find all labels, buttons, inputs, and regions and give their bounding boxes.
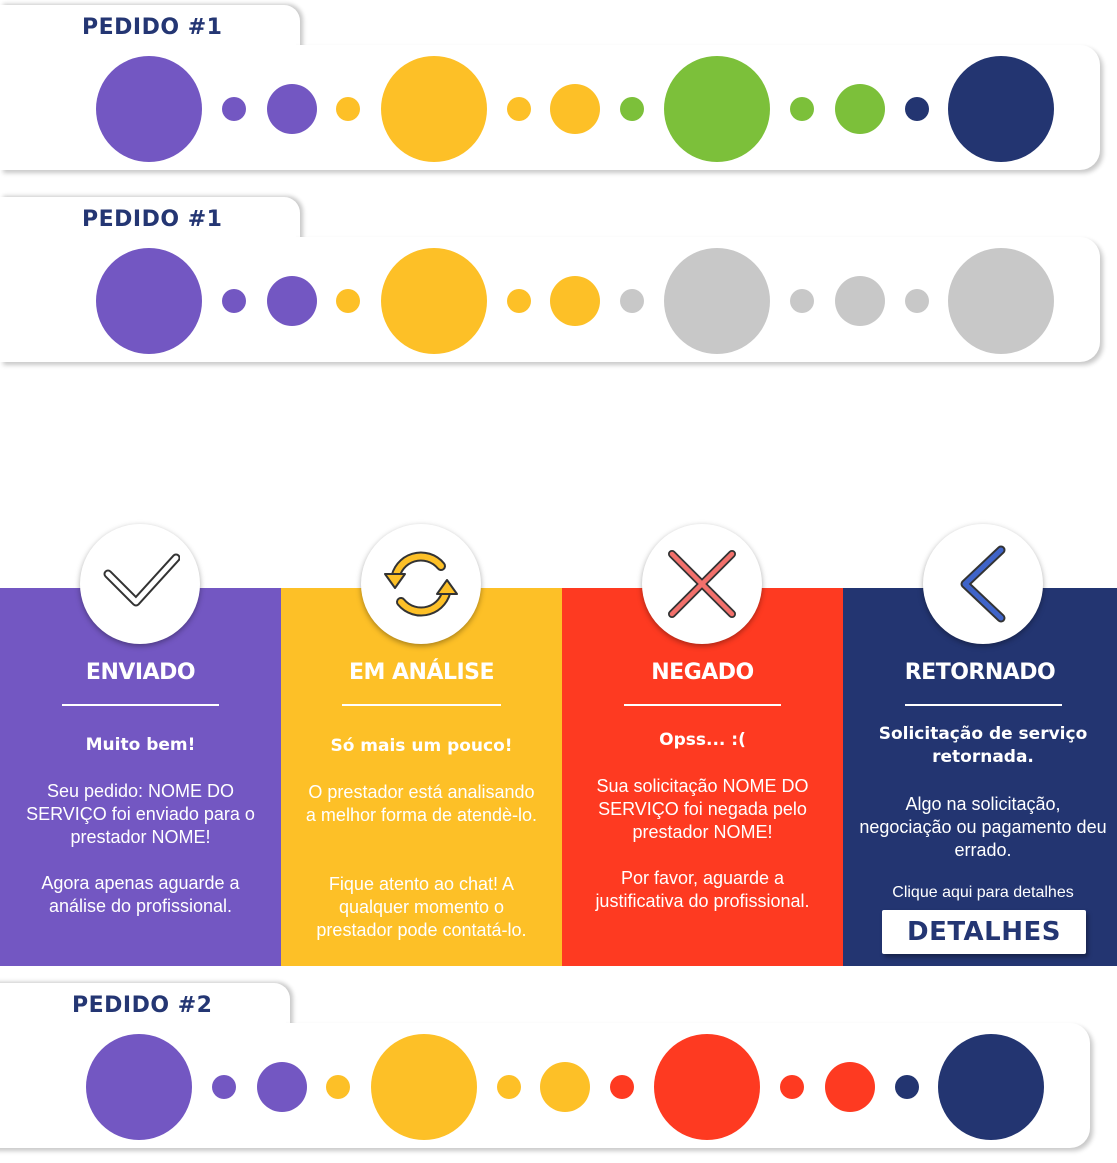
status-text-secondary: Por favor, aguarde a justificativa do pr… xyxy=(595,868,810,911)
close-icon xyxy=(668,550,736,618)
status-panel-retornado: RETORNADO Solicitação de serviço retorna… xyxy=(843,524,1117,966)
title-divider xyxy=(342,704,501,706)
progress-dot-small xyxy=(905,97,929,121)
progress-track xyxy=(0,5,1117,185)
progress-dot-medium xyxy=(835,84,885,134)
progress-dot-big xyxy=(948,56,1054,162)
status-title: ENVIADO xyxy=(85,660,196,685)
status-text-secondary: Fique atento ao chat! A qualquer momento… xyxy=(316,874,527,940)
order-card-3: PEDIDO #2 xyxy=(0,983,1107,1163)
title-divider xyxy=(62,704,219,706)
check-icon xyxy=(103,553,180,607)
progress-dot-small xyxy=(507,97,531,121)
status-lead: Solicitação de serviço retornada. xyxy=(878,724,1088,767)
progress-dot-medium xyxy=(257,1062,307,1112)
progress-dot-small xyxy=(222,289,246,313)
progress-dot-small xyxy=(336,97,360,121)
progress-dot-medium xyxy=(267,276,317,326)
progress-dot-small xyxy=(620,97,644,121)
progress-dot-small xyxy=(905,289,929,313)
progress-dot-small xyxy=(212,1075,236,1099)
status-icon-circle xyxy=(361,524,481,644)
progress-dot-small xyxy=(780,1075,804,1099)
chevron-left-icon xyxy=(960,545,1006,623)
order-title: PEDIDO #1 xyxy=(82,207,223,232)
progress-dot-big xyxy=(371,1034,477,1140)
details-button[interactable]: DETALHES xyxy=(882,910,1086,954)
progress-dot-small xyxy=(610,1075,634,1099)
progress-dot-medium xyxy=(550,84,600,134)
progress-dot-big xyxy=(654,1034,760,1140)
title-divider xyxy=(905,704,1062,706)
status-text-secondary: Agora apenas aguarde a análise do profis… xyxy=(41,873,240,916)
status-panel-enviado: ENVIADO Muito bem! Seu pedido: NOME DO S… xyxy=(0,524,281,966)
status-title: RETORNADO xyxy=(904,660,1056,685)
progress-dot-small xyxy=(790,289,814,313)
refresh-icon xyxy=(384,551,458,617)
progress-dot-small xyxy=(895,1075,919,1099)
progress-dot-small xyxy=(336,289,360,313)
status-text: O prestador está analisando a melhor for… xyxy=(305,782,538,825)
progress-dot-medium xyxy=(825,1062,875,1112)
progress-dot-small xyxy=(222,97,246,121)
status-panels: ENVIADO Muito bem! Seu pedido: NOME DO S… xyxy=(0,524,1117,966)
progress-dot-medium xyxy=(540,1062,590,1112)
status-text: Algo na solicitação, negociação ou pagam… xyxy=(859,794,1107,860)
status-text: Sua solicitação NOME DO SERVIÇO foi nega… xyxy=(596,776,809,842)
progress-dot-small xyxy=(326,1075,350,1099)
status-lead: Só mais um pouco! xyxy=(330,736,513,756)
progress-dot-big xyxy=(86,1034,192,1140)
progress-dot-small xyxy=(790,97,814,121)
progress-dot-small xyxy=(507,289,531,313)
progress-dot-small xyxy=(620,289,644,313)
progress-dot-big xyxy=(96,56,202,162)
order-title: PEDIDO #1 xyxy=(82,15,223,40)
status-lead: Opss... :( xyxy=(659,730,746,750)
order-card-2: PEDIDO #1 xyxy=(0,197,1117,377)
progress-dot-big xyxy=(96,248,202,354)
details-hint: Clique aqui para detalhes xyxy=(892,884,1074,901)
title-divider xyxy=(624,704,781,706)
progress-dot-medium xyxy=(267,84,317,134)
progress-dot-small xyxy=(497,1075,521,1099)
progress-dot-medium xyxy=(835,276,885,326)
status-title: NEGADO xyxy=(651,660,754,685)
order-title: PEDIDO #2 xyxy=(72,993,213,1018)
progress-dot-big xyxy=(381,56,487,162)
progress-track xyxy=(0,983,1107,1163)
progress-dot-big xyxy=(664,248,770,354)
progress-dot-big xyxy=(938,1034,1044,1140)
progress-track xyxy=(0,197,1117,377)
progress-dot-big xyxy=(948,248,1054,354)
status-text: Seu pedido: NOME DO SERVIÇO foi enviado … xyxy=(26,781,255,847)
progress-dot-big xyxy=(381,248,487,354)
status-icon-circle xyxy=(923,524,1043,644)
status-panel-negado: NEGADO Opss... :( Sua solicitação NOME D… xyxy=(562,524,843,966)
status-panel-em-analise: EM ANÁLISE Só mais um pouco! O prestador… xyxy=(281,524,562,966)
status-lead: Muito bem! xyxy=(85,735,196,755)
status-icon-circle xyxy=(80,524,200,644)
status-icon-circle xyxy=(642,524,762,644)
status-title: EM ANÁLISE xyxy=(348,660,495,685)
progress-dot-big xyxy=(664,56,770,162)
order-card-1: PEDIDO #1 xyxy=(0,5,1117,185)
progress-dot-medium xyxy=(550,276,600,326)
